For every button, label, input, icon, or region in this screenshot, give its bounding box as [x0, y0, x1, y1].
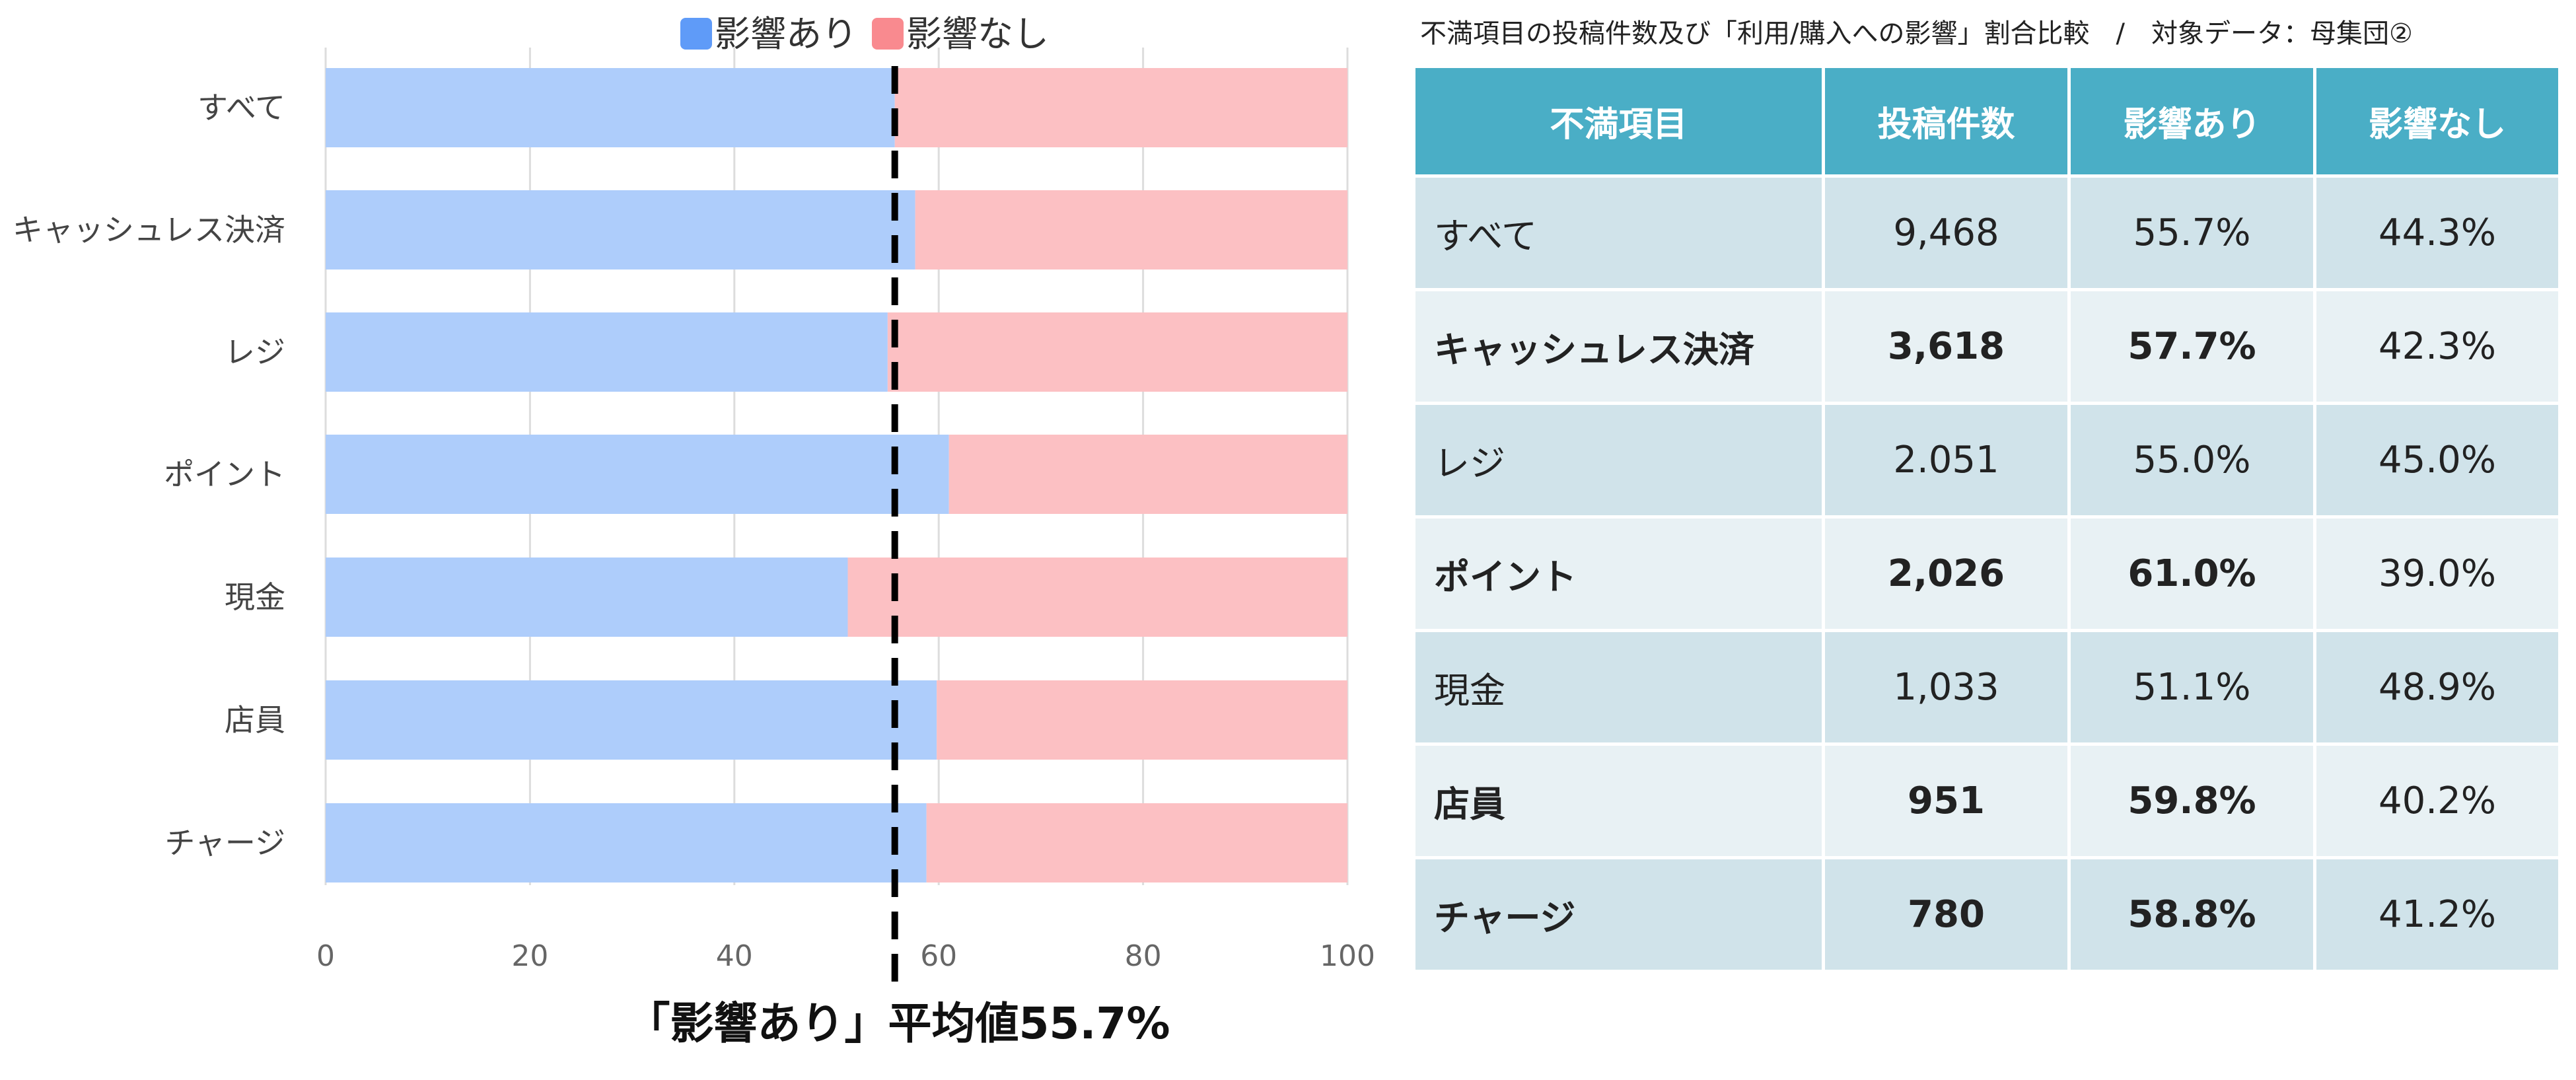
bar-impact-no	[894, 68, 1347, 147]
table-row: すべて 9,468 55.7% 44.3%	[1412, 174, 2561, 291]
table-value-cell: 51.1%	[2067, 629, 2316, 746]
bar-impact-no	[915, 190, 1347, 270]
table-title: 不満項目の投稿件数及び「利用/購入への影響」割合比較 / 対象データ：母集団②	[1420, 18, 2413, 49]
category-label: すべて	[197, 90, 285, 126]
table-value-cell: 57.7%	[2067, 288, 2316, 405]
chart-x-tick-labels: 0 20 40 60 80 100	[316, 939, 1375, 973]
table-row: レジ 2.051 55.0% 45.0%	[1412, 402, 2561, 519]
table-category-cell: すべて	[1412, 174, 1825, 291]
table-value-cell: 61.0%	[2067, 515, 2316, 632]
table-value-cell: 951	[1822, 742, 2071, 859]
table-value-cell: 2,026	[1822, 515, 2071, 632]
x-tick-label: 20	[511, 939, 548, 973]
table-category-cell: 現金	[1412, 629, 1825, 746]
x-tick-label: 100	[1320, 939, 1375, 973]
table-row: 現金 1,033 51.1% 48.9%	[1412, 629, 2561, 746]
table-header-row: 不満項目 投稿件数 影響あり 影響なし	[1412, 65, 2561, 178]
legend-swatch	[872, 18, 904, 50]
table-header-cell: 不満項目	[1412, 65, 1825, 178]
category-label: チャージ	[164, 825, 285, 861]
category-label: レジ	[225, 334, 285, 370]
table-value-cell: 39.0%	[2313, 515, 2561, 632]
bar-impact-no	[887, 312, 1347, 392]
table-header-cell: 影響あり	[2067, 65, 2316, 178]
table-value-cell: 55.0%	[2067, 402, 2316, 519]
category-label: 店員	[225, 702, 285, 738]
bar-impact-yes	[326, 803, 927, 882]
table-row: ポイント 2,026 61.0% 39.0%	[1412, 515, 2561, 632]
bar-impact-yes	[326, 190, 915, 270]
table-value-cell: 44.3%	[2313, 174, 2561, 291]
bar-impact-yes	[326, 68, 895, 147]
bar-impact-no	[926, 803, 1347, 882]
table-value-cell: 41.2%	[2313, 856, 2561, 973]
table-row: チャージ 780 58.8% 41.2%	[1412, 856, 2561, 973]
table-value-cell: 9,468	[1822, 174, 2071, 291]
table-value-cell: 1,033	[1822, 629, 2071, 746]
x-tick-label: 0	[316, 939, 335, 973]
table-value-cell: 58.8%	[2067, 856, 2316, 973]
table-category-cell: キャッシュレス決済	[1412, 288, 1825, 405]
table-value-cell: 2.051	[1822, 402, 2071, 519]
category-label: ポイント	[164, 456, 285, 492]
x-tick-label: 80	[1125, 939, 1162, 973]
x-tick-label: 60	[920, 939, 957, 973]
bar-impact-no	[847, 558, 1347, 637]
data-table: 不満項目 投稿件数 影響あり 影響なし すべて 9,468 55.7% 44.3% キャッシュ…	[1412, 65, 2561, 973]
table-category-cell: チャージ	[1412, 856, 1825, 973]
table-value-cell: 40.2%	[2313, 742, 2561, 859]
legend-label: 影響なし	[906, 13, 1049, 55]
category-label: 現金	[225, 579, 285, 615]
x-tick-label: 40	[716, 939, 753, 973]
table-value-cell: 780	[1822, 856, 2071, 973]
table-value-cell: 3,618	[1822, 288, 2071, 405]
bar-impact-no	[937, 680, 1347, 760]
table-category-cell: 店員	[1412, 742, 1825, 859]
table-category-cell: レジ	[1412, 402, 1825, 519]
table-value-cell: 55.7%	[2067, 174, 2316, 291]
bar-impact-yes	[326, 435, 949, 514]
bar-impact-yes	[326, 680, 937, 760]
legend-swatch	[680, 18, 712, 50]
table-value-cell: 48.9%	[2313, 629, 2561, 746]
table-row: キャッシュレス決済 3,618 57.7% 42.3%	[1412, 288, 2561, 405]
table-header-cell: 投稿件数	[1822, 65, 2071, 178]
legend-label: 影響あり	[715, 13, 857, 55]
bar-impact-yes	[326, 558, 848, 637]
bar-impact-yes	[326, 312, 888, 392]
table-category-cell: ポイント	[1412, 515, 1825, 632]
table-body: すべて 9,468 55.7% 44.3% キャッシュレス決済 3,618 57.7% 42.…	[1412, 174, 2561, 973]
table-value-cell: 42.3%	[2313, 288, 2561, 405]
chart-bars	[326, 68, 1347, 882]
category-label: キャッシュレス決済	[13, 212, 285, 248]
table-value-cell: 45.0%	[2313, 402, 2561, 519]
bar-impact-no	[948, 435, 1347, 514]
average-label: 「影響あり」平均値55.7%	[627, 998, 1170, 1049]
table-header-cell: 影響なし	[2313, 65, 2561, 178]
table-row: 店員 951 59.8% 40.2%	[1412, 742, 2561, 859]
chart-legend: 影響あり 影響なし	[680, 13, 1049, 55]
table-value-cell: 59.8%	[2067, 742, 2316, 859]
